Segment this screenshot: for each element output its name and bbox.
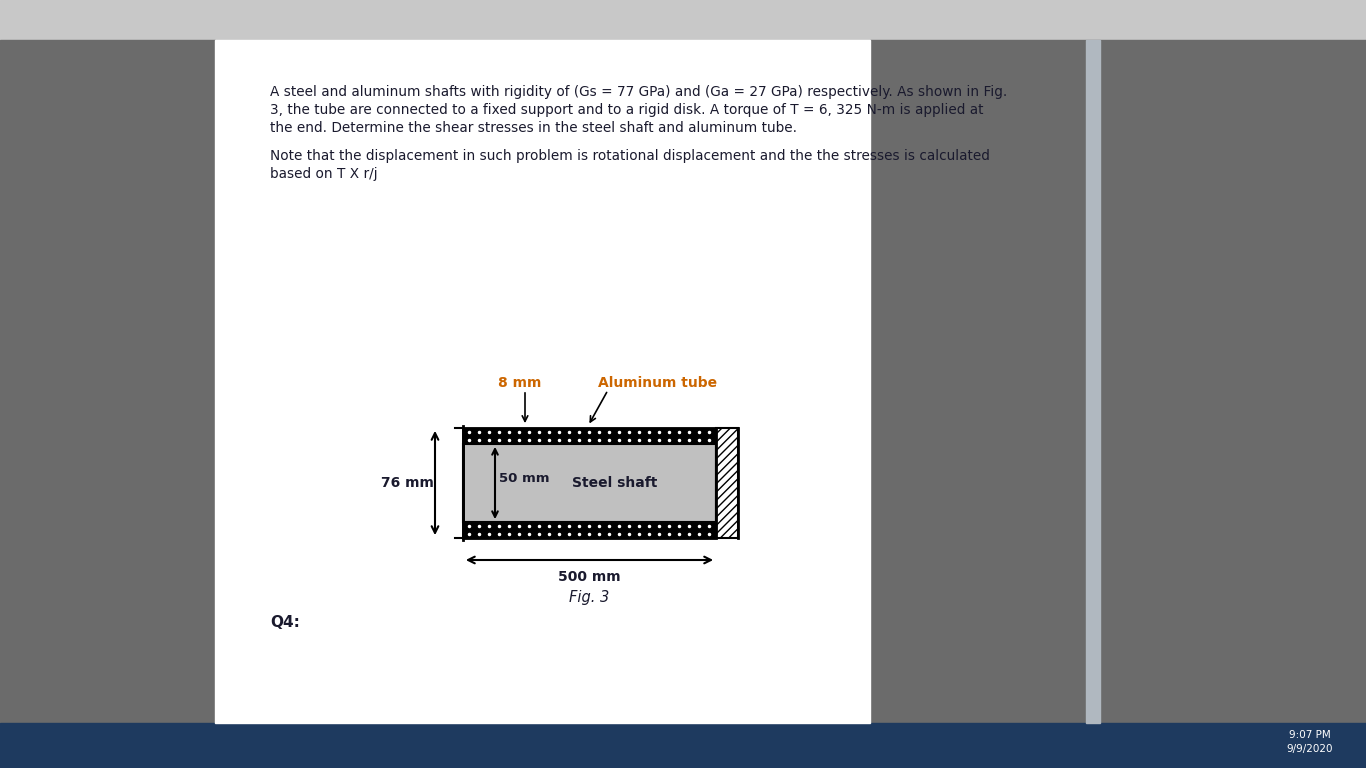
Bar: [463, 522, 716, 538]
Text: 8 mm: 8 mm: [499, 376, 542, 390]
Text: Fig. 3: Fig. 3: [570, 590, 609, 605]
Text: 9/9/2020: 9/9/2020: [1287, 744, 1333, 754]
Bar: [0, 0, 1366, 40]
Text: 9:07 PM: 9:07 PM: [1290, 730, 1330, 740]
Bar: [870, 40, 1366, 723]
Text: 50 mm: 50 mm: [499, 472, 549, 485]
Bar: [214, 40, 870, 723]
Bar: [463, 428, 716, 444]
Bar: [1086, 40, 1100, 723]
Text: 76 mm: 76 mm: [381, 476, 433, 490]
Bar: [0, 40, 214, 723]
Bar: [463, 428, 716, 538]
Text: 500 mm: 500 mm: [559, 570, 620, 584]
Text: A steel and aluminum shafts with rigidity of (Gs = 77 GPa) and (Ga = 27 GPa) res: A steel and aluminum shafts with rigidit…: [270, 85, 1007, 99]
Text: based on T X r/j: based on T X r/j: [270, 167, 377, 181]
Text: Note that the displacement in such problem is rotational displacement and the th: Note that the displacement in such probl…: [270, 149, 990, 163]
Text: Steel shaft: Steel shaft: [572, 476, 657, 490]
Text: Q4:: Q4:: [270, 615, 301, 630]
Text: Aluminum tube: Aluminum tube: [598, 376, 717, 390]
Text: 3, the tube are connected to a fixed support and to a rigid disk. A torque of T : 3, the tube are connected to a fixed sup…: [270, 103, 984, 117]
Text: the end. Determine the shear stresses in the steel shaft and aluminum tube.: the end. Determine the shear stresses in…: [270, 121, 796, 135]
Bar: [463, 444, 716, 522]
Bar: [0, 723, 1366, 768]
Bar: [716, 428, 738, 538]
